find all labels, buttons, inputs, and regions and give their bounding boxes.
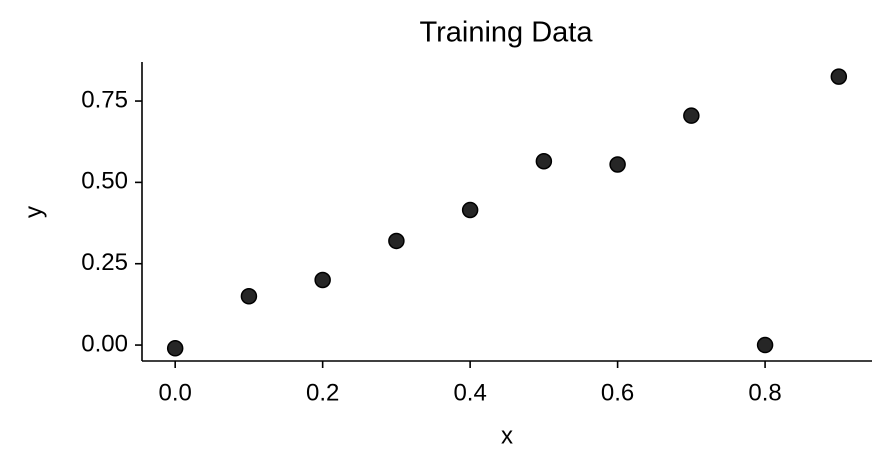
point [240, 288, 258, 305]
y-tick-label: 0.00 [81, 330, 128, 357]
x-tick-label: 0.8 [748, 379, 781, 406]
point [166, 340, 184, 357]
point [683, 107, 700, 124]
y-axis-label: y [20, 206, 47, 218]
x-tick-label: 0.6 [601, 379, 634, 406]
point [314, 271, 331, 289]
y-tick-label: 0.25 [81, 249, 128, 276]
x-tick-label: 0.4 [453, 379, 486, 406]
point [830, 68, 848, 85]
point [535, 152, 553, 170]
point [388, 232, 405, 250]
point [461, 201, 479, 219]
x-tick-label: 0.0 [158, 379, 191, 406]
point [756, 336, 774, 354]
x-tick-label: 0.2 [306, 379, 339, 406]
point [609, 156, 626, 173]
y-tick-label: 0.75 [81, 86, 128, 113]
y-tick-label: 0.50 [81, 168, 128, 195]
chart-title: Training Data [419, 17, 593, 49]
x-axis-label: x [501, 422, 513, 449]
